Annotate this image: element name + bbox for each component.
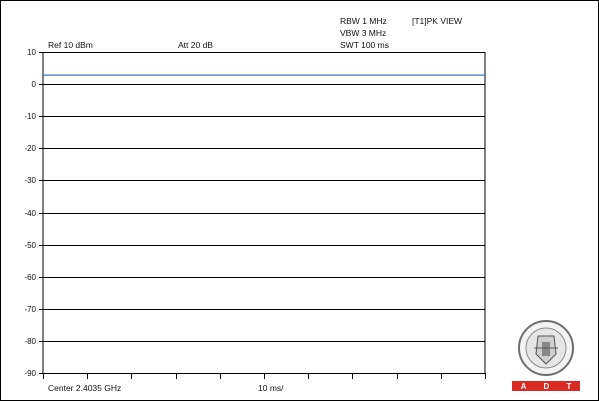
ref-level-label: Ref 10 dBm bbox=[48, 40, 93, 50]
sweep-per-division-label: 10 ms/ bbox=[258, 383, 284, 393]
trace-mode-label: [T1]PK VIEW bbox=[412, 16, 463, 26]
y-tick-label: 0 bbox=[31, 79, 36, 89]
y-tick-label: -70 bbox=[24, 304, 36, 314]
y-tick-label: -40 bbox=[24, 208, 36, 218]
y-tick-label: -30 bbox=[24, 175, 36, 185]
adt-letter-a: A bbox=[520, 381, 527, 391]
adt-letter-d: D bbox=[543, 381, 550, 391]
y-tick-label: -80 bbox=[24, 336, 36, 346]
y-tick-label: -90 bbox=[24, 368, 36, 378]
rbw-label: RBW 1 MHz bbox=[340, 16, 387, 26]
adt-bar: A D T bbox=[512, 381, 580, 391]
x-axis-ticks bbox=[43, 373, 486, 379]
attenuation-label: Att 20 dB bbox=[178, 40, 213, 50]
y-tick-label: -50 bbox=[24, 240, 36, 250]
y-tick-label: -60 bbox=[24, 272, 36, 282]
y-tick-label: -10 bbox=[24, 111, 36, 121]
y-tick-label: 10 bbox=[27, 47, 36, 57]
grid-lines bbox=[39, 52, 486, 374]
vbw-label: VBW 3 MHz bbox=[340, 28, 387, 38]
center-frequency-label: Center 2.4035 GHz bbox=[48, 383, 122, 393]
adt-letter-t: T bbox=[566, 381, 572, 391]
sweep-time-label: SWT 100 ms bbox=[340, 40, 389, 50]
bureau-veritas-logo bbox=[518, 320, 574, 376]
y-tick-label: -20 bbox=[24, 143, 36, 153]
